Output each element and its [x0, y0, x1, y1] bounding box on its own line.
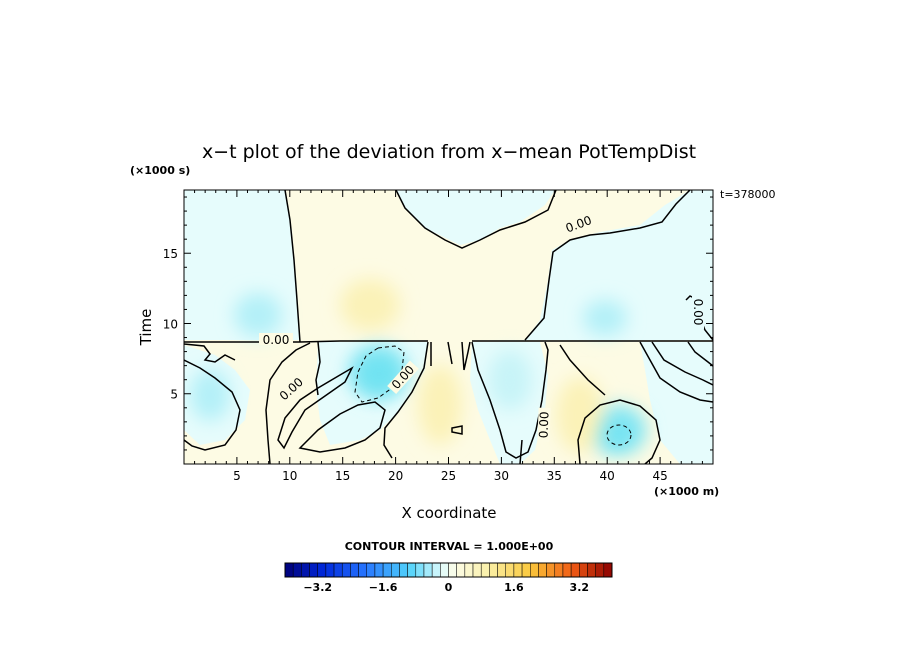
y-axis-label: Time	[137, 309, 155, 347]
colorbar-cell	[579, 562, 588, 578]
contour-labels: 0.00 0.00 0.00 0.00 0.00 0.00	[259, 212, 705, 443]
colorbar-cell	[317, 562, 327, 578]
colorbar-tick-label: 0	[445, 581, 453, 594]
colorbar-cell	[595, 562, 605, 578]
colorbar-cell	[505, 562, 515, 578]
colorbar-cell	[456, 562, 466, 578]
lower-far-right-cool-region	[640, 342, 713, 464]
cold-core	[600, 419, 634, 447]
x-unit-label: (×1000 m)	[654, 485, 719, 498]
colorbar-cell	[374, 562, 384, 578]
x-tick-label: 35	[547, 469, 562, 483]
y-unit-label: (×1000 s)	[130, 164, 190, 177]
minor-ticks	[183, 190, 714, 465]
colorbar-cell	[301, 562, 310, 578]
y-tick-label: 15	[163, 247, 178, 261]
x-tick-label: 15	[335, 469, 350, 483]
colorbar-cell	[489, 562, 498, 578]
plot-area	[184, 190, 713, 464]
colorbar-cell	[570, 562, 580, 578]
colorbar-cell	[423, 562, 433, 578]
colorbar-cell	[431, 562, 441, 578]
colorbar-cell	[472, 562, 482, 578]
colorbar-cell	[554, 562, 564, 578]
colorbar-cell	[497, 562, 506, 578]
colorbar-tick-label: −1.6	[369, 581, 398, 594]
colorbar-cell	[538, 562, 547, 578]
x-tick-label: 10	[282, 469, 297, 483]
contour-label: 0.00	[263, 333, 290, 347]
contour-lines	[184, 190, 713, 464]
x-tick-label: 45	[652, 469, 667, 483]
colorbar-cell	[480, 562, 490, 578]
colorbar-cell	[587, 562, 596, 578]
y-axis-ticks: 5 10 15	[163, 247, 178, 402]
cool-blob	[583, 300, 627, 336]
colorbar-cell	[333, 562, 343, 578]
colorbar-cell	[464, 562, 474, 578]
y-tick-label: 10	[163, 317, 178, 331]
colorbar-cell	[391, 562, 400, 578]
x-tick-label: 40	[600, 469, 615, 483]
warm-blob	[418, 365, 462, 445]
colorbar-cell	[521, 562, 531, 578]
colorbar-tick-label: −3.2	[303, 581, 332, 594]
colorbar-cell	[546, 562, 556, 578]
colorbar-cell	[562, 562, 572, 578]
colorbar-cell	[440, 562, 449, 578]
colorbar	[284, 562, 613, 578]
cool-blob	[190, 369, 230, 421]
cool-blob	[234, 293, 282, 337]
contour-label: 0.00	[537, 411, 552, 438]
colorbar-cell	[284, 562, 294, 578]
colorbar-cell	[309, 562, 318, 578]
upper-right-cool-region	[525, 190, 713, 340]
colorbar-cell	[325, 562, 335, 578]
colorbar-cell	[382, 562, 392, 578]
y-tick-label: 5	[170, 388, 178, 402]
colorbar-cell	[407, 562, 417, 578]
x-tick-label: 20	[388, 469, 403, 483]
negative-contours	[354, 345, 632, 446]
x-tick-label: 25	[441, 469, 456, 483]
contour-interval-label: CONTOUR INTERVAL = 1.000E+00	[345, 540, 554, 553]
colorbar-cell	[350, 562, 359, 578]
contour-label: 0.00	[691, 299, 705, 326]
x-axis-ticks: 5 10 15 20 25 30 35 40 45	[233, 469, 668, 483]
colorbar-cell	[415, 562, 425, 578]
upper-top-cool-region	[396, 190, 555, 245]
warm-blob	[556, 377, 604, 453]
colorbar-cell	[292, 562, 302, 578]
chart-title: x−t plot of the deviation from x−mean Po…	[202, 141, 696, 163]
colorbar-tick-label: 1.6	[504, 581, 524, 594]
colorbar-ticks: −3.2 −1.6 0 1.6 3.2	[303, 581, 589, 594]
colorbar-cell	[530, 562, 539, 578]
colorbar-cell	[358, 562, 368, 578]
x-tick-label: 5	[233, 469, 241, 483]
colorbar-cell	[513, 562, 523, 578]
x-tick-label: 30	[494, 469, 509, 483]
colorbar-cell	[399, 562, 408, 578]
x-axis-label: X coordinate	[401, 504, 496, 522]
colorbar-tick-label: 3.2	[570, 581, 590, 594]
colorbar-cell	[448, 562, 457, 578]
cool-blob	[488, 350, 532, 410]
warm-blob	[340, 279, 400, 331]
colorbar-cell	[366, 562, 376, 578]
colorbar-cell	[341, 562, 351, 578]
time-annotation: t=378000	[720, 188, 776, 201]
colorbar-frame	[284, 562, 613, 578]
colorbar-cell	[603, 562, 613, 578]
